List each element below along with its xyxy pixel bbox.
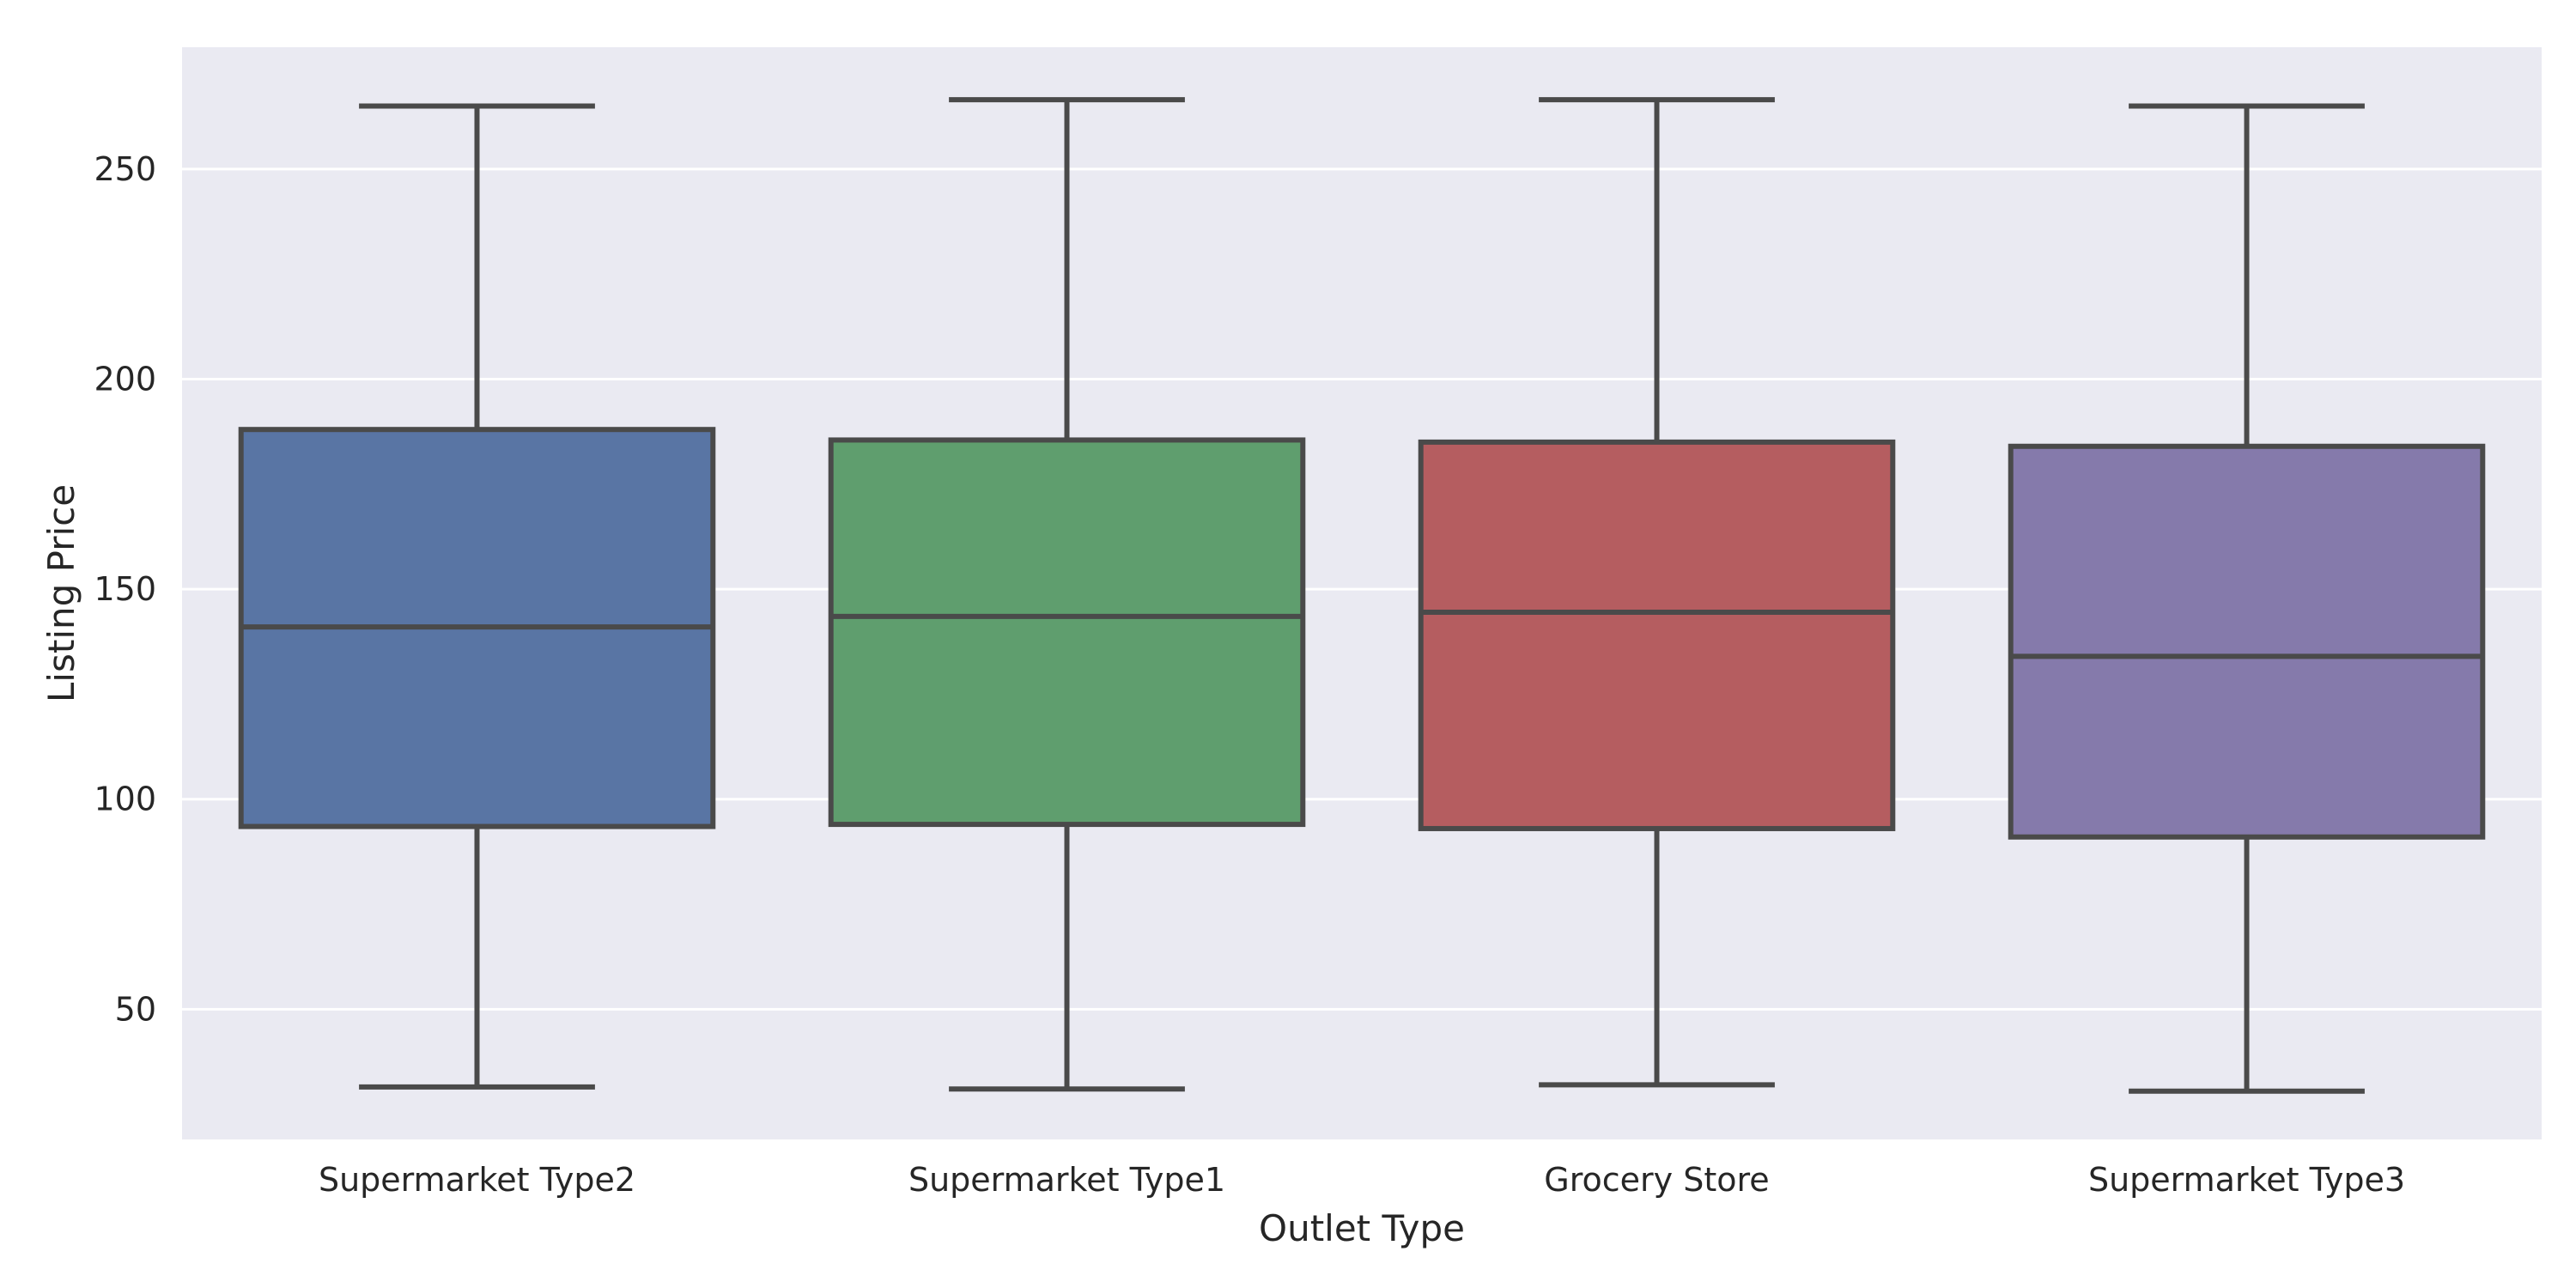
x-tick-labels: Supermarket Type2 Supermarket Type1 Grocer… [319,1161,2405,1199]
box-iqr [828,437,1306,828]
box-1 [238,103,716,1090]
boxes-group [238,97,2486,1094]
y-tick-label: 100 [94,781,156,818]
y-tick-label: 150 [94,570,156,608]
box-iqr [1418,439,1896,831]
y-tick-label: 200 [94,360,156,398]
box-3 [1418,97,1896,1088]
x-tick-label: Supermarket Type1 [908,1161,1225,1199]
y-tick-labels: 50 100 150 200 250 [94,150,156,1028]
box-iqr [2008,443,2486,840]
box-2 [828,97,1306,1092]
x-tick-label: Grocery Store [1544,1161,1769,1199]
x-axis-label: Outlet Type [1259,1207,1465,1249]
x-tick-label: Supermarket Type3 [2088,1161,2405,1199]
x-tick-label: Supermarket Type2 [319,1161,635,1199]
y-tick-label: 50 [115,990,156,1028]
y-tick-label: 250 [94,150,156,188]
y-axis-label: Listing Price [40,484,82,702]
box-4 [2008,103,2486,1094]
